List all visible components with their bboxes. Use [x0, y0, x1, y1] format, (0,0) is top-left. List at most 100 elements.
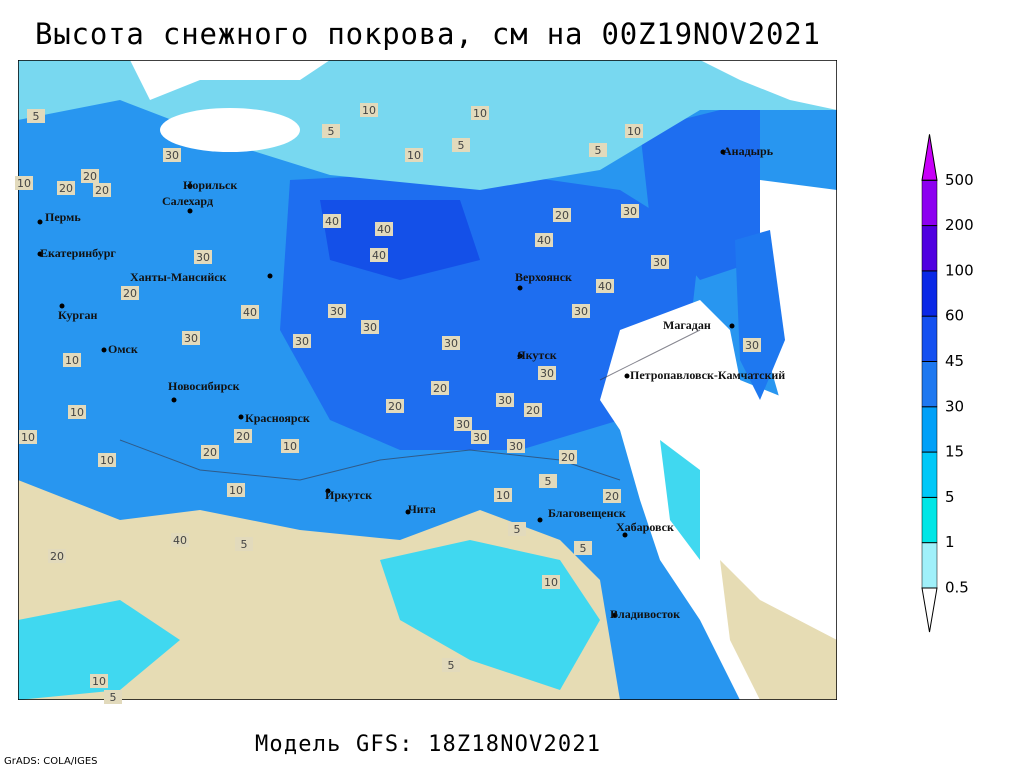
- contour-label: 20: [123, 287, 137, 300]
- contour-label: 10: [407, 149, 421, 162]
- title: Высота снежного покрова, см на 00Z19NOV2…: [35, 17, 820, 51]
- contour-label: 20: [95, 184, 109, 197]
- contour-label-box: [471, 430, 489, 444]
- contour-label: 10: [362, 104, 376, 117]
- contour-label: 20: [83, 170, 97, 183]
- contour-label-box: [48, 549, 66, 563]
- contour-label: 30: [196, 251, 210, 264]
- contour-label-box: [454, 417, 472, 431]
- contour-label-box: [452, 138, 470, 152]
- contour-label-box: [494, 488, 512, 502]
- city-dot: [325, 488, 331, 494]
- contour-label: 5: [545, 475, 552, 488]
- city-dot: [517, 353, 523, 359]
- city-label: Благовещенск: [548, 506, 626, 520]
- city-dot: [517, 285, 523, 291]
- legend-label: 15: [945, 443, 964, 461]
- credit: GrADS: COLA/IGES: [4, 756, 98, 767]
- contour-label-box: [442, 658, 460, 672]
- city-label: Ханты-Мансийск: [130, 270, 227, 284]
- contour-label: 5: [241, 538, 248, 551]
- contour-label: 30: [509, 440, 523, 453]
- contour-label: 30: [473, 431, 487, 444]
- contour-label: 40: [325, 215, 339, 228]
- city-label: Чита: [408, 502, 436, 516]
- legend-label: 500: [945, 171, 974, 189]
- contour-label: 20: [59, 182, 73, 195]
- contour-label: 30: [623, 205, 637, 218]
- legend-segment: [921, 180, 938, 226]
- legend-segment: [921, 406, 938, 453]
- legend-segment: [921, 497, 938, 543]
- contour-label: 10: [92, 675, 106, 688]
- contour-label: 30: [330, 305, 344, 318]
- contour-label: 20: [388, 400, 402, 413]
- contour-label: 30: [540, 367, 554, 380]
- contour-label-box: [431, 381, 449, 395]
- contour-label: 30: [498, 394, 512, 407]
- city-dot: [267, 273, 273, 279]
- contour-label: 40: [173, 534, 187, 547]
- city-label: Екатеринбург: [40, 246, 116, 260]
- contour-label: 30: [165, 149, 179, 162]
- contour-label-box: [553, 208, 571, 222]
- contour-label-box: [234, 429, 252, 443]
- contour-label-box: [596, 279, 614, 293]
- contour-label-box: [323, 214, 341, 228]
- city-label: Владивосток: [610, 607, 680, 621]
- contour-label-box: [572, 304, 590, 318]
- contour-label: 10: [473, 107, 487, 120]
- contour-label-box: [201, 445, 219, 459]
- city-label: Норильск: [183, 178, 237, 192]
- contour-label-box: [281, 439, 299, 453]
- city-dot: [37, 251, 43, 257]
- city-dot: [622, 532, 628, 538]
- city-dot: [612, 612, 618, 618]
- city-dot: [405, 509, 411, 515]
- contour-label: 5: [580, 542, 587, 555]
- contour-label: 30: [184, 332, 198, 345]
- contour-label: 5: [458, 139, 465, 152]
- contour-label-box: [104, 690, 122, 704]
- city-label: Омск: [108, 342, 138, 356]
- contour-label-box: [542, 575, 560, 589]
- contour-label: 5: [514, 523, 521, 536]
- contour-label: 10: [627, 125, 641, 138]
- contour-label: 30: [745, 339, 759, 352]
- contour-label-box: [57, 181, 75, 195]
- contour-label: 20: [50, 550, 64, 563]
- contour-label-box: [19, 430, 37, 444]
- city-label: Петропавловск-Камчатский: [630, 368, 785, 382]
- contour-label-box: [589, 143, 607, 157]
- city-label: Магадан: [663, 318, 711, 332]
- contour-label-box: [360, 103, 378, 117]
- legend-top: [921, 134, 938, 181]
- contour-label: 10: [100, 454, 114, 467]
- contour-label-box: [507, 439, 525, 453]
- contour-label: 20: [433, 382, 447, 395]
- contour-label-box: [361, 320, 379, 334]
- city-label: Пермь: [45, 210, 81, 224]
- contour-label-box: [621, 204, 639, 218]
- contour-label: 40: [537, 234, 551, 247]
- contour-label: 10: [70, 406, 84, 419]
- contour-label-box: [98, 453, 116, 467]
- legend-segment: [921, 542, 938, 589]
- contour-label-box: [194, 250, 212, 264]
- contour-label-box: [651, 255, 669, 269]
- contour-label: 10: [283, 440, 297, 453]
- city-dot: [238, 414, 244, 420]
- legend-label: 60: [945, 307, 964, 325]
- contour-label: 20: [605, 490, 619, 503]
- contour-label-box: [15, 176, 33, 190]
- legend-label: 5: [945, 488, 955, 506]
- contour-label: 30: [295, 335, 309, 348]
- city-dot: [729, 323, 735, 329]
- legend-segment: [921, 270, 938, 317]
- contour-label-box: [171, 533, 189, 547]
- map: [18, 60, 837, 700]
- legend-label: 0.5: [945, 579, 969, 597]
- legend-label: 45: [945, 352, 964, 370]
